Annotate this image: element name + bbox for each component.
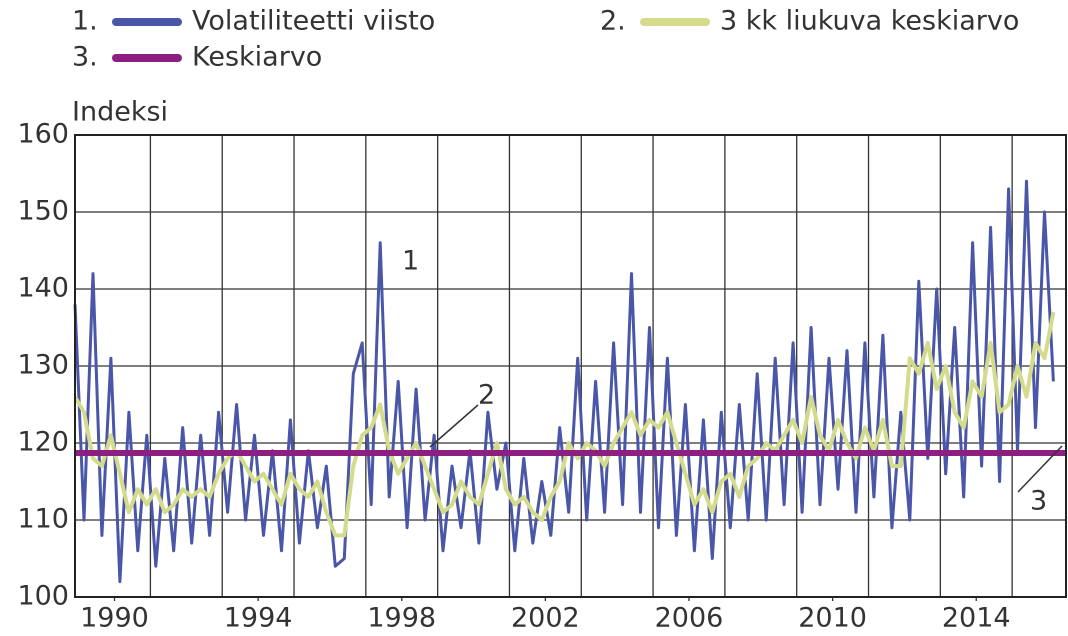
y-tick-label: 100	[17, 581, 69, 612]
y-tick-label: 130	[17, 350, 69, 381]
y-axis-label: Indeksi	[72, 97, 168, 128]
y-tick-label: 150	[17, 196, 69, 227]
leader-line	[429, 404, 479, 448]
x-tick-label: 1990	[80, 603, 149, 634]
x-tick-label: 1994	[224, 603, 293, 634]
y-tick-label: 140	[17, 273, 69, 304]
x-tick-label: 2010	[798, 603, 867, 634]
annotation: 2	[478, 380, 495, 411]
annotation: 1	[402, 246, 419, 277]
x-tick-label: 2002	[511, 603, 580, 634]
legend-number: 2.	[600, 6, 626, 37]
annotation: 3	[1030, 486, 1047, 517]
legend-label: Keskiarvo	[192, 42, 322, 73]
x-tick-label: 2014	[942, 603, 1011, 634]
leader-line	[1017, 445, 1063, 493]
legend-number: 3.	[72, 42, 98, 73]
legend-label: 3 kk liukuva keskiarvo	[720, 6, 1019, 37]
plot-frame	[74, 134, 1067, 598]
x-tick-label: 2006	[655, 603, 724, 634]
legend-number: 1.	[72, 6, 98, 37]
x-tick-label: 1998	[367, 603, 436, 634]
y-tick-label: 110	[17, 504, 69, 535]
y-tick-label: 160	[17, 119, 69, 150]
legend-label: Volatiliteetti viisto	[192, 6, 435, 37]
y-tick-label: 120	[17, 427, 69, 458]
